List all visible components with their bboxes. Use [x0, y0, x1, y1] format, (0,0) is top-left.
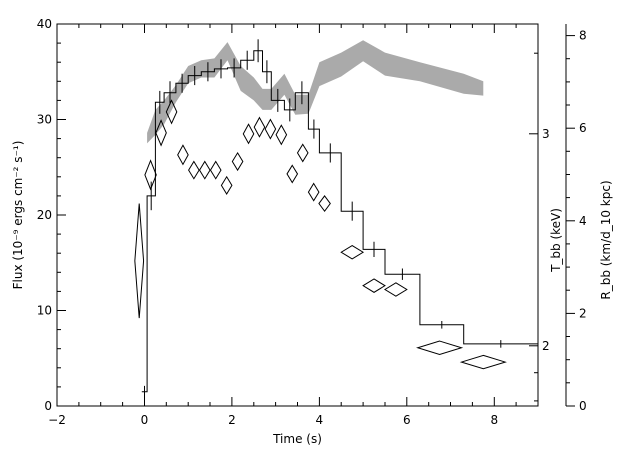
y-axis-title-radius: R_bb (km/d_10 kpc)	[599, 180, 613, 299]
radius-diamond	[177, 144, 189, 166]
radius-diamond	[231, 151, 244, 172]
x-tick-label: 8	[490, 413, 498, 427]
x-axis-title: Time (s)	[272, 432, 322, 446]
x-tick-label: −2	[48, 413, 66, 427]
x-tick-label: 2	[228, 413, 236, 427]
y-axis-title-temperature: T_bb (keV)	[549, 208, 563, 273]
radius-diamond	[296, 143, 309, 163]
y-tick-label: 0	[44, 399, 52, 413]
radius-diamond	[318, 195, 331, 213]
y-axis-title-flux: Flux (10⁻⁹ ergs cm⁻² s⁻¹)	[11, 141, 25, 290]
radius-tick-label: 2	[579, 306, 587, 320]
y-tick-label: 30	[37, 113, 52, 127]
radius-diamond	[416, 340, 464, 355]
temp-tick-label: 2	[542, 339, 550, 353]
y-tick-label: 40	[37, 17, 52, 31]
radius-diamond	[144, 159, 157, 191]
radius-tick-label: 6	[579, 121, 587, 135]
radius-diamond	[253, 116, 266, 138]
radius-diamond	[459, 354, 507, 370]
radius-diamond	[286, 164, 299, 184]
band-layer	[147, 40, 484, 144]
radius-diamond	[188, 160, 200, 180]
y-tick-label: 10	[37, 304, 52, 318]
radius-tick-label: 4	[579, 214, 587, 228]
diamond-layer	[134, 99, 507, 370]
radius-diamond	[383, 282, 408, 297]
flux-step-line	[141, 50, 538, 393]
radius-diamond	[307, 182, 320, 202]
radius-diamond	[155, 119, 167, 147]
radius-diamond	[275, 124, 288, 146]
radius-diamond	[198, 160, 211, 180]
radius-diamond	[340, 244, 365, 260]
radius-diamond	[264, 118, 277, 140]
x-tick-label: 4	[316, 413, 324, 427]
temp-tick-label: 3	[542, 127, 550, 141]
y-tick-label: 20	[37, 208, 52, 222]
radius-diamond	[165, 99, 178, 125]
radius-tick-label: 0	[579, 399, 587, 413]
radius-diamond	[220, 175, 233, 195]
temperature-band	[147, 40, 484, 144]
radius-tick-label: 8	[579, 29, 587, 43]
radius-diamond	[242, 123, 255, 145]
axes-layer	[56, 23, 575, 407]
step-layer	[141, 39, 538, 398]
radius-diamond	[362, 278, 386, 293]
x-tick-label: 0	[141, 413, 149, 427]
radius-diamond	[209, 160, 222, 180]
x-tick-label: 6	[403, 413, 411, 427]
radius-diamond	[134, 203, 145, 319]
